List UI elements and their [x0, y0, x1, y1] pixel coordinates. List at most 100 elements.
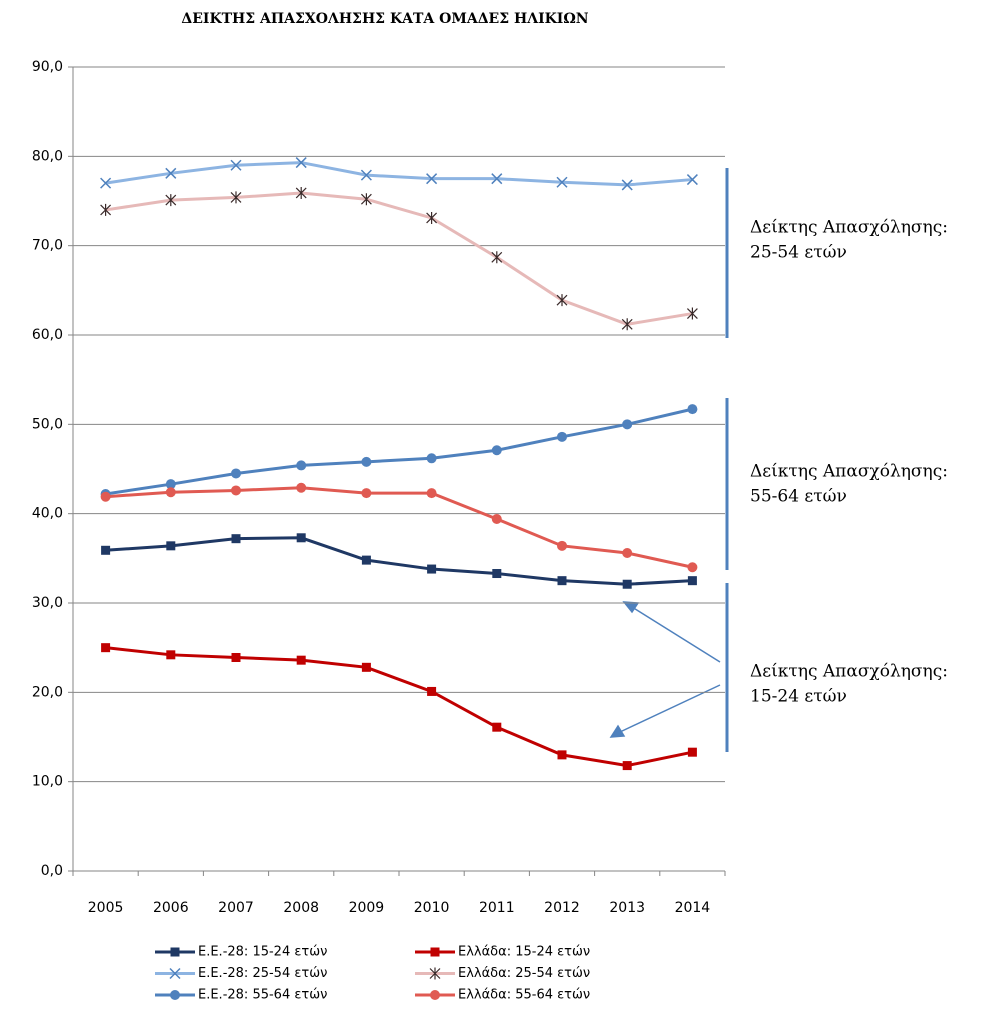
- marker: [360, 193, 372, 206]
- series-line: [105, 191, 693, 326]
- chart-title: ΔΕΙΚΤΗΣ ΑΠΑΣΧΟΛΗΣΗΣ ΚΑΤΑ ΟΜΑΔΕΣ ΗΛΙΚΙΩΝ: [181, 11, 588, 27]
- marker: [430, 947, 440, 957]
- x-tick-label: 2008: [283, 900, 319, 916]
- annotation: Δείκτης Απασχόλησης:: [750, 662, 948, 682]
- marker: [556, 176, 568, 188]
- series: [101, 643, 697, 771]
- y-tick-label: 80,0: [32, 148, 63, 164]
- marker: [296, 533, 306, 543]
- marker: [427, 564, 437, 574]
- series-line: [105, 646, 693, 768]
- marker: [429, 967, 441, 980]
- marker: [165, 487, 176, 498]
- y-tick-label: 40,0: [32, 506, 63, 522]
- marker: [426, 488, 437, 499]
- annotation: Δείκτης Απασχόλησης:: [750, 218, 948, 238]
- marker: [492, 722, 502, 732]
- marker: [491, 445, 502, 456]
- marker: [430, 990, 440, 1000]
- legend-label: Ε.Ε.-28: 55-64 ετών: [198, 988, 327, 1003]
- marker: [426, 173, 438, 185]
- x-tick-label: 2009: [349, 900, 385, 916]
- series-line: [105, 486, 693, 569]
- marker: [361, 456, 372, 467]
- y-tick-label: 60,0: [32, 327, 63, 343]
- legend-label: Ε.Ε.-28: 25-54 ετών: [198, 966, 327, 981]
- marker: [295, 186, 307, 199]
- x-tick-label: 2005: [88, 900, 124, 916]
- series-line: [105, 407, 693, 496]
- marker: [230, 159, 242, 171]
- marker: [166, 541, 176, 551]
- marker: [557, 540, 567, 551]
- marker: [296, 460, 307, 471]
- marker: [622, 547, 633, 558]
- legend-label: Ελλάδα: 25-54 ετών: [458, 966, 590, 981]
- marker: [687, 404, 698, 415]
- marker: [686, 307, 698, 320]
- x-tick-label: 2010: [414, 900, 450, 916]
- marker: [621, 179, 633, 191]
- marker: [165, 194, 177, 207]
- x-tick-label: 2007: [218, 900, 254, 916]
- series: [100, 482, 698, 573]
- marker: [492, 569, 502, 579]
- marker: [686, 174, 698, 186]
- marker: [622, 419, 633, 430]
- annotation: 15-24 ετών: [750, 687, 847, 707]
- marker: [556, 294, 568, 307]
- marker: [165, 479, 176, 490]
- x-tick-label: 2012: [544, 900, 580, 916]
- marker: [621, 318, 633, 331]
- marker: [491, 514, 502, 525]
- series: [100, 186, 698, 331]
- marker: [100, 203, 112, 216]
- marker: [231, 652, 241, 662]
- marker: [295, 157, 307, 169]
- series: [101, 533, 697, 589]
- marker: [426, 453, 437, 464]
- y-tick-label: 30,0: [32, 595, 63, 611]
- series: [100, 404, 698, 500]
- marker: [166, 650, 176, 660]
- x-tick-label: 2006: [153, 900, 189, 916]
- marker: [170, 990, 180, 1000]
- marker: [426, 211, 438, 224]
- legend-label: Ε.Ε.-28: 15-24 ετών: [198, 945, 327, 960]
- marker: [687, 747, 697, 757]
- y-tick-label: 70,0: [32, 238, 63, 254]
- arrow: [631, 606, 721, 663]
- series-line: [105, 536, 693, 586]
- marker: [296, 482, 307, 493]
- marker: [687, 576, 697, 586]
- marker: [169, 967, 181, 980]
- marker: [687, 562, 698, 573]
- legend-label: Ελλάδα: 55-64 ετών: [458, 988, 590, 1003]
- marker: [557, 431, 567, 442]
- marker: [231, 485, 241, 496]
- marker: [622, 579, 632, 589]
- marker: [101, 643, 111, 653]
- marker: [100, 491, 111, 502]
- marker: [361, 662, 371, 672]
- annotation: Δείκτης Απασχόλησης:: [750, 462, 948, 482]
- y-tick-label: 0,0: [41, 863, 63, 879]
- series-line: [105, 161, 693, 187]
- marker: [170, 947, 180, 957]
- marker: [231, 468, 241, 479]
- marker: [101, 545, 111, 555]
- marker: [165, 167, 177, 179]
- marker: [361, 488, 372, 499]
- marker: [491, 173, 503, 185]
- marker: [491, 251, 503, 264]
- marker: [557, 576, 567, 586]
- marker: [296, 655, 306, 665]
- series: [100, 157, 698, 191]
- x-tick-label: 2011: [479, 900, 515, 916]
- marker: [557, 750, 567, 760]
- arrow-head: [609, 724, 626, 738]
- annotation: 55-64 ετών: [750, 487, 847, 507]
- x-tick-label: 2013: [609, 900, 645, 916]
- legend-label: Ελλάδα: 15-24 ετών: [458, 945, 590, 960]
